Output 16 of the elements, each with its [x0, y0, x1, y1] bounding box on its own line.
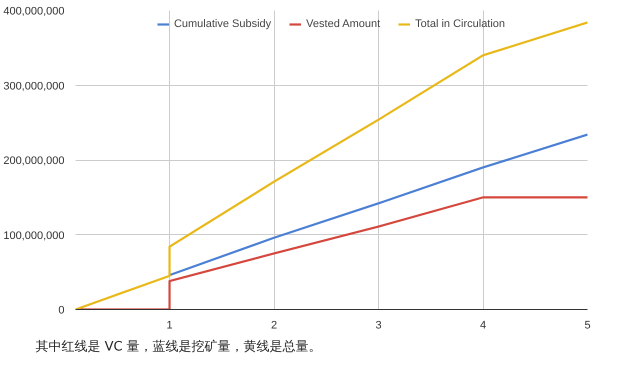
x-tick-label: 2	[270, 320, 278, 332]
y-tick-label: 400,000,000	[3, 6, 64, 18]
x-tick-label: 1	[166, 320, 173, 332]
y-tick-label: 0	[58, 304, 65, 316]
y-tick-label: 200,000,000	[3, 155, 64, 167]
y-tick-label: 300,000,000	[3, 80, 64, 92]
x-tick-label: 4	[480, 320, 486, 332]
x-tick-label: 3	[375, 320, 382, 332]
line-series	[76, 21, 588, 310]
line-series	[168, 133, 588, 276]
text: 其中红线是 VC 量，蓝线是挖矿量，黄线是总量。	[36, 340, 322, 354]
legend-label: Cumulative Subsidy	[174, 18, 272, 30]
legend-label: Total in Circulation	[415, 18, 506, 30]
y-tick-label: 100,000,000	[3, 230, 64, 242]
legend-label: Vested Amount	[306, 18, 380, 30]
x-tick-label: 5	[584, 320, 591, 332]
